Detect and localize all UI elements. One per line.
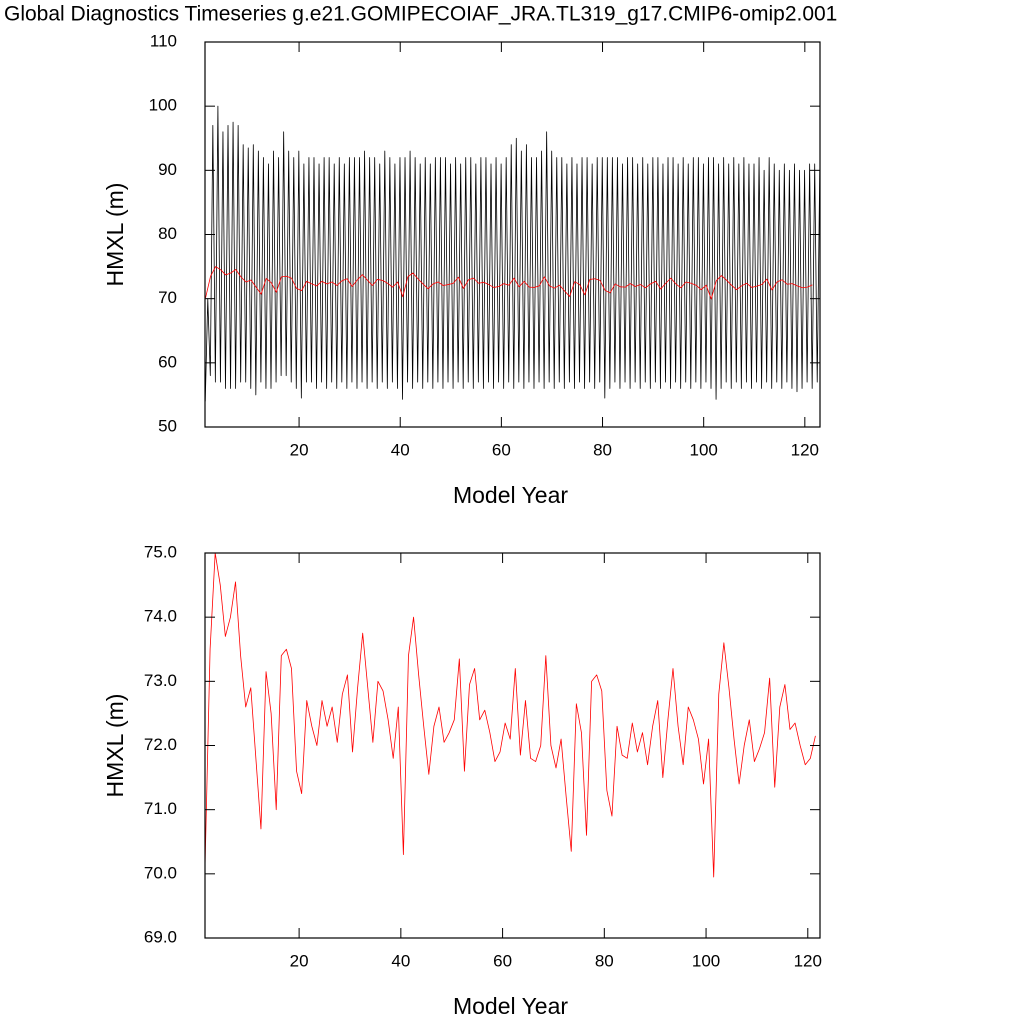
plot-frame — [204, 552, 821, 939]
x-tick-label: 80 — [593, 440, 612, 459]
data-line — [204, 105, 821, 402]
x-tick-label: 120 — [794, 951, 822, 970]
x-tick-label: 20 — [290, 440, 309, 459]
x-tick-label: 60 — [493, 951, 512, 970]
y-axis-label: HMXL (m) — [102, 183, 128, 287]
x-tick-label: 120 — [791, 440, 819, 459]
x-tick-label: 40 — [391, 440, 410, 459]
x-tick-label: 100 — [692, 951, 720, 970]
y-tick-label: 73.0 — [144, 671, 177, 690]
y-tick-label: 60 — [158, 352, 177, 371]
x-tick-label: 40 — [391, 951, 410, 970]
x-tick-label: 20 — [290, 951, 309, 970]
x-tick-label: 80 — [595, 951, 614, 970]
data-line — [205, 266, 813, 300]
y-tick-label: 72.0 — [144, 735, 177, 754]
x-tick-label: 60 — [492, 440, 511, 459]
y-tick-label: 70 — [158, 288, 177, 307]
y-tick-label: 69.0 — [144, 927, 177, 946]
y-tick-label: 110 — [150, 31, 177, 50]
figure-title: Global Diagnostics Timeseries g.e21.GOMI… — [4, 3, 837, 26]
y-tick-label: 90 — [158, 160, 177, 179]
y-tick-label: 70.0 — [144, 863, 177, 882]
y-tick-label: 75.0 — [144, 542, 177, 561]
y-tick-label: 74.0 — [144, 607, 177, 626]
data-line — [204, 552, 816, 878]
x-axis-label: Model Year — [453, 482, 568, 508]
y-tick-label: 100 — [149, 96, 177, 115]
x-axis-label: Model Year — [453, 993, 568, 1019]
y-tick-label: 71.0 — [144, 799, 177, 818]
y-tick-label: 50 — [158, 416, 177, 435]
x-tick-label: 100 — [689, 440, 717, 459]
y-tick-label: 80 — [158, 224, 177, 243]
y-axis-label: HMXL (m) — [102, 694, 128, 798]
